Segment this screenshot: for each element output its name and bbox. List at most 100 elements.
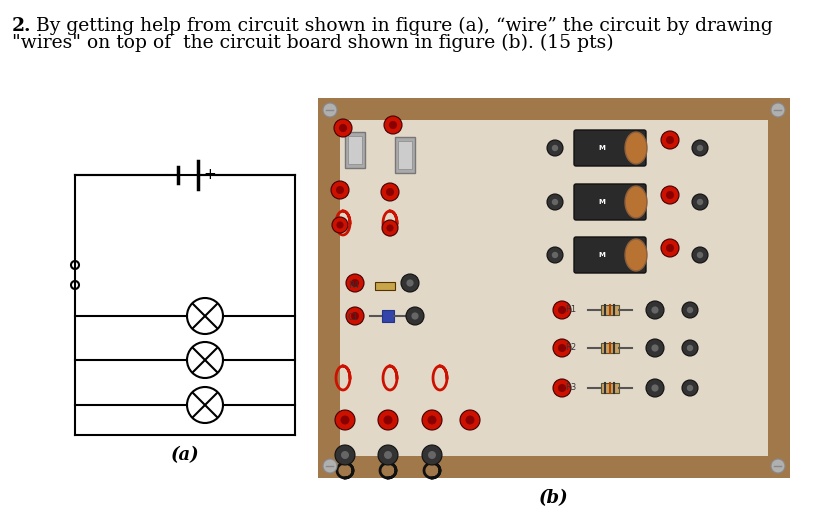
FancyBboxPatch shape [573,237,645,273]
Circle shape [660,239,678,257]
Circle shape [696,145,702,151]
FancyBboxPatch shape [573,184,645,220]
Bar [318,98,789,478]
Circle shape [651,385,657,391]
Circle shape [336,186,344,194]
Circle shape [384,116,402,134]
Bar [600,343,619,353]
Text: 2.: 2. [12,17,31,35]
Circle shape [770,459,784,473]
Ellipse shape [624,186,646,218]
Text: -: - [163,166,169,181]
Circle shape [381,220,398,236]
Text: R4: R4 [347,281,359,290]
Circle shape [645,339,663,357]
Circle shape [651,344,657,352]
Circle shape [645,301,663,319]
Circle shape [340,416,349,424]
Bar [375,282,394,290]
Circle shape [383,416,392,424]
Text: (a): (a) [170,446,199,464]
Circle shape [651,307,657,314]
Circle shape [422,410,442,430]
Circle shape [552,301,571,319]
Circle shape [336,221,343,229]
Circle shape [351,312,359,320]
Circle shape [389,121,397,129]
Text: (b): (b) [538,489,568,507]
Text: R1: R1 [564,306,576,314]
Circle shape [551,145,557,151]
Bar [394,137,414,173]
Circle shape [400,274,418,292]
Circle shape [681,302,697,318]
Circle shape [411,312,418,320]
Bar [600,305,619,315]
Bar [340,120,767,456]
Circle shape [427,416,436,424]
Bar [398,141,412,169]
Circle shape [378,445,398,465]
Text: R2: R2 [564,343,576,353]
Circle shape [346,307,364,325]
Circle shape [422,445,442,465]
Circle shape [665,191,673,199]
Circle shape [691,140,707,156]
Text: C1: C1 [347,313,359,323]
Text: M: M [598,252,605,258]
Circle shape [460,410,480,430]
Ellipse shape [624,132,646,164]
Circle shape [378,410,398,430]
Circle shape [686,307,692,313]
Circle shape [351,279,359,287]
Circle shape [346,274,364,292]
Text: +: + [203,166,216,181]
Circle shape [406,279,414,286]
Text: M: M [598,145,605,151]
FancyBboxPatch shape [573,130,645,166]
Circle shape [405,307,423,325]
Circle shape [557,344,566,352]
Circle shape [384,451,391,459]
Circle shape [335,445,355,465]
Circle shape [665,136,673,144]
Circle shape [557,384,566,392]
Circle shape [691,247,707,263]
Circle shape [551,252,557,258]
Circle shape [386,224,393,232]
Circle shape [428,451,436,459]
Circle shape [323,459,337,473]
Bar [381,310,394,322]
Text: By getting help from circuit shown in figure (a), “wire” the circuit by drawing: By getting help from circuit shown in fi… [30,17,772,35]
Circle shape [552,339,571,357]
Circle shape [385,188,394,196]
Ellipse shape [624,239,646,271]
Circle shape [686,385,692,391]
Circle shape [333,119,351,137]
Circle shape [645,379,663,397]
Circle shape [691,194,707,210]
Circle shape [552,379,571,397]
Circle shape [331,181,348,199]
Circle shape [335,410,355,430]
Text: R3: R3 [564,384,576,392]
Circle shape [341,451,348,459]
Circle shape [770,103,784,117]
Circle shape [332,217,347,233]
Circle shape [551,199,557,205]
Circle shape [547,247,562,263]
Circle shape [338,124,347,132]
Circle shape [380,183,399,201]
Circle shape [557,306,566,314]
Bar [345,132,365,168]
Bar [600,383,619,393]
Circle shape [681,340,697,356]
Circle shape [686,345,692,351]
Text: "wires" on top of  the circuit board shown in figure (b). (15 pts): "wires" on top of the circuit board show… [12,34,613,52]
Bar [347,136,361,164]
Circle shape [547,140,562,156]
Circle shape [696,252,702,258]
Circle shape [465,416,474,424]
Text: M: M [598,199,605,205]
Circle shape [547,194,562,210]
